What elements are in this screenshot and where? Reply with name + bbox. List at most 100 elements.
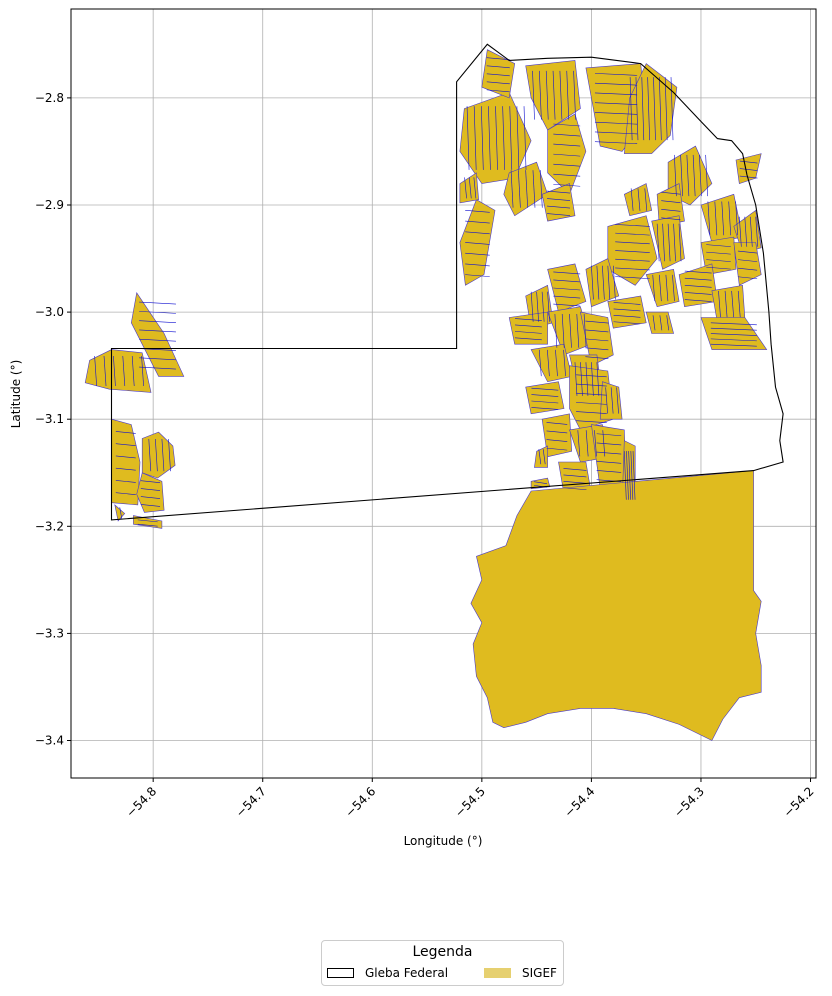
parcel-boundary-145 bbox=[569, 313, 572, 348]
parcel-boundary-184 bbox=[546, 430, 568, 434]
parcel-boundary-139 bbox=[514, 318, 542, 321]
parcel-boundary-1 bbox=[473, 106, 477, 170]
parcel-boundary-153 bbox=[652, 315, 656, 331]
parcel-boundary-212 bbox=[139, 320, 176, 323]
parcel-boundary-53 bbox=[553, 183, 581, 187]
parcel-boundary-75 bbox=[661, 191, 681, 195]
parcel-boundary-217 bbox=[139, 366, 176, 370]
legend: Legenda Gleba Federal SIGEF bbox=[321, 940, 564, 986]
parcel-boundary-180 bbox=[605, 387, 608, 414]
parcel-boundary-211 bbox=[139, 311, 176, 314]
parcel-boundary-125 bbox=[684, 292, 712, 295]
parcel-boundary-102 bbox=[749, 216, 753, 247]
parcel-boundary-147 bbox=[583, 313, 587, 348]
parcel-boundary-36 bbox=[594, 121, 638, 125]
parcel-boundary-62 bbox=[547, 213, 571, 216]
sigef-parcel-19 bbox=[547, 263, 587, 313]
parcel-boundary-179 bbox=[576, 420, 607, 424]
parcel-boundary-20 bbox=[486, 65, 510, 69]
parcel-boundary-128 bbox=[724, 290, 728, 318]
parcel-boundary-112 bbox=[607, 265, 611, 300]
parcel-boundary-59 bbox=[547, 190, 571, 194]
parcel-boundary-47 bbox=[553, 123, 581, 127]
parcel-boundary-129 bbox=[731, 290, 734, 318]
parcel-boundary-34 bbox=[594, 102, 638, 105]
parcel-boundary-187 bbox=[577, 430, 581, 457]
parcel-boundary-168 bbox=[531, 407, 559, 410]
parcel-boundary-88 bbox=[615, 258, 650, 262]
sigef-parcel-21 bbox=[607, 295, 647, 329]
parcel-boundary-172 bbox=[591, 362, 594, 396]
parcel-boundary-120 bbox=[665, 274, 669, 302]
parcel-boundary-65 bbox=[686, 154, 690, 197]
parcel-boundary-119 bbox=[659, 274, 662, 302]
y-tick-label-3: −3.1 bbox=[35, 412, 64, 426]
parcel-boundary-44 bbox=[659, 77, 662, 141]
parcel-boundary-100 bbox=[739, 216, 742, 247]
parcel-boundary-92 bbox=[662, 223, 665, 262]
x-tick-label-4: −54.4 bbox=[562, 784, 598, 820]
parcel-boundary-162 bbox=[547, 349, 550, 377]
parcel-boundary-170 bbox=[580, 362, 583, 396]
parcel-boundary-106 bbox=[553, 287, 581, 291]
parcel-boundary-22 bbox=[486, 81, 510, 85]
parcel-boundary-9 bbox=[465, 210, 490, 213]
parcel-boundary-108 bbox=[553, 303, 581, 307]
parcel-boundary-154 bbox=[659, 315, 663, 331]
parcel-boundary-98 bbox=[706, 259, 731, 262]
parcel-boundary-70 bbox=[739, 168, 758, 171]
parcel-boundary-152 bbox=[585, 356, 609, 360]
parcel-boundary-167 bbox=[531, 400, 559, 404]
parcel-boundary-10 bbox=[465, 220, 490, 224]
parcel-boundary-223 bbox=[141, 355, 144, 387]
parcel-boundary-2 bbox=[480, 106, 484, 170]
sigef-parcel-24 bbox=[711, 284, 746, 324]
parcel-boundary-105 bbox=[553, 279, 581, 283]
parcel-boundary-95 bbox=[678, 223, 682, 262]
parcel-boundary-91 bbox=[656, 223, 660, 262]
parcel-boundary-124 bbox=[684, 285, 712, 288]
parcel-boundary-39 bbox=[629, 77, 633, 141]
parcel-boundary-57 bbox=[532, 170, 536, 208]
legend-item-sigef: SIGEF bbox=[484, 966, 557, 980]
parcel-boundary-49 bbox=[553, 143, 581, 147]
parcel-boundary-186 bbox=[546, 447, 568, 451]
parcel-boundary-24 bbox=[532, 70, 535, 120]
sigef-parcel-51 bbox=[133, 515, 163, 529]
parcel-boundary-58 bbox=[539, 170, 543, 208]
parcel-boundary-37 bbox=[594, 131, 638, 135]
parcel-boundary-127 bbox=[718, 290, 721, 318]
parcel-boundary-207 bbox=[542, 449, 546, 465]
parcel-boundary-171 bbox=[585, 362, 589, 396]
parcel-boundary-199 bbox=[628, 451, 631, 500]
parcel-boundary-142 bbox=[514, 337, 542, 341]
legend-swatch-sigef bbox=[484, 968, 511, 978]
parcel-boundary-143 bbox=[554, 313, 558, 348]
parcel-boundary-159 bbox=[710, 338, 757, 342]
parcel-boundary-96 bbox=[706, 244, 731, 247]
parcel-boundary-5 bbox=[502, 106, 505, 170]
parcel-boundary-240 bbox=[137, 523, 158, 527]
parcel-boundary-132 bbox=[737, 259, 758, 262]
parcel-boundary-238 bbox=[119, 507, 123, 519]
sigef-parcel-33 bbox=[525, 381, 565, 415]
parcel-boundary-177 bbox=[576, 402, 607, 405]
parcel-boundary-38 bbox=[594, 141, 638, 144]
parcel-boundary-193 bbox=[596, 451, 622, 455]
parcel-boundary-27 bbox=[552, 70, 556, 120]
parcel-boundary-18 bbox=[473, 177, 477, 199]
parcel-boundary-74 bbox=[644, 188, 648, 211]
parcel-boundary-101 bbox=[744, 216, 748, 247]
parcel-boundary-46 bbox=[670, 77, 674, 141]
parcel-boundary-66 bbox=[692, 154, 696, 197]
parcel-boundary-164 bbox=[563, 349, 566, 377]
parcel-boundary-237 bbox=[140, 504, 161, 507]
parcel-boundary-198 bbox=[626, 451, 629, 500]
parcel-boundary-161 bbox=[538, 349, 542, 377]
parcel-boundary-232 bbox=[161, 438, 165, 472]
parcel-boundary-15 bbox=[465, 274, 490, 277]
parcel-boundary-226 bbox=[115, 455, 136, 459]
x-tick-label-0: −54.8 bbox=[123, 784, 159, 820]
parcel-boundary-201 bbox=[632, 451, 636, 500]
parcel-boundary-72 bbox=[630, 188, 634, 211]
